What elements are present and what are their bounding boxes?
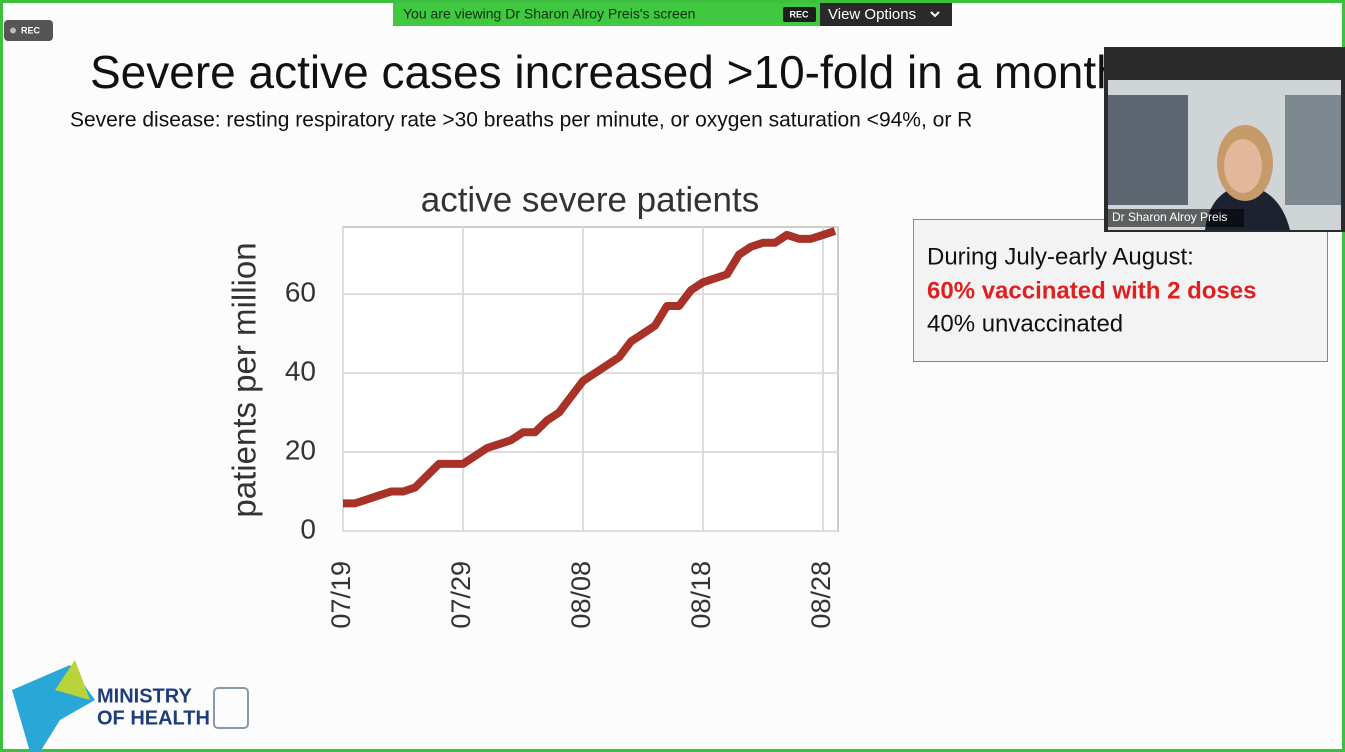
x-tick-label: 08/28 <box>806 561 836 629</box>
viewing-text: You are viewing Dr Sharon Alroy Preis's … <box>403 6 695 22</box>
window <box>1108 95 1188 205</box>
emblem <box>213 687 249 729</box>
window <box>1285 95 1341 205</box>
rec-dot <box>10 27 16 34</box>
rec-badge <box>4 20 53 41</box>
participant-name: Dr Sharon Alroy Preis <box>1112 210 1227 224</box>
rec-pill <box>783 7 816 22</box>
y-tick-label: 20 <box>285 434 316 465</box>
chart-title: active severe patients <box>421 180 760 219</box>
chevron <box>930 11 940 18</box>
callout-highlight: 60% vaccinated with 2 doses <box>927 277 1256 304</box>
x-tick-label: 07/29 <box>446 561 476 629</box>
name-plate <box>1108 209 1244 227</box>
slide-title: Severe active cases increased >10-fold i… <box>90 46 1122 98</box>
y-axis-label: patients per million <box>226 242 263 517</box>
x-tick-label: 08/18 <box>686 561 716 629</box>
logo-text: MINISTRY <box>97 685 192 707</box>
logo-mark <box>55 660 90 700</box>
x-tick-label: 08/08 <box>566 561 596 629</box>
x-tick-label: 07/19 <box>326 561 356 629</box>
view-options-button[interactable] <box>820 3 952 26</box>
series-line <box>343 227 837 508</box>
y-tick-label: 0 <box>300 513 316 544</box>
viewing-banner <box>393 3 820 26</box>
rec-text: REC <box>789 9 809 19</box>
callout-box <box>913 219 1328 362</box>
logo-text: OF HEALTH <box>97 707 210 729</box>
person-face <box>1224 139 1262 193</box>
chart: active severe patients patients per mill… <box>226 180 839 629</box>
slide-subtitle: Severe disease: resting respiratory rate… <box>70 109 972 132</box>
callout-line: 40% unvaccinated <box>927 310 1123 337</box>
y-tick-label: 40 <box>285 355 316 386</box>
y-tick-label: 60 <box>285 277 316 308</box>
view-options-text[interactable]: View Options <box>828 6 916 23</box>
callout-line: During July-early August: <box>927 243 1194 270</box>
rec-badge-text: REC <box>21 25 41 35</box>
